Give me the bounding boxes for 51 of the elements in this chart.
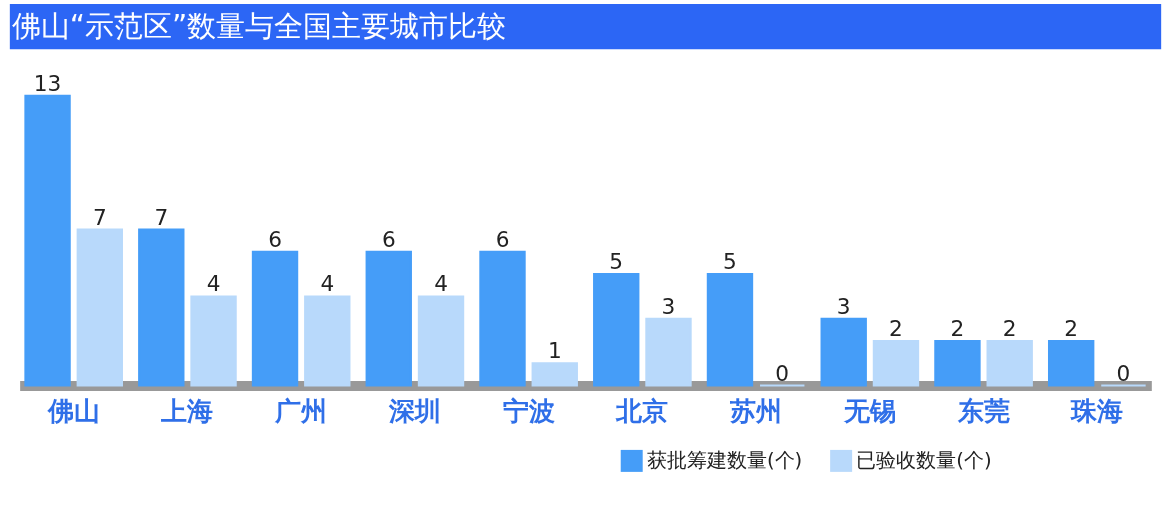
data-label: 4 xyxy=(206,271,221,297)
data-label: 1 xyxy=(547,338,562,364)
data-label: 4 xyxy=(320,271,335,297)
bar xyxy=(304,295,351,387)
bar xyxy=(76,228,124,387)
bar xyxy=(251,250,299,387)
data-label: 5 xyxy=(723,249,737,275)
x-tick-label: 广州 xyxy=(274,396,328,427)
x-tick-label: 佛山 xyxy=(46,396,100,427)
x-tick-label: 珠海 xyxy=(1070,396,1124,427)
data-label: 7 xyxy=(154,204,169,230)
data-label: 13 xyxy=(33,70,62,96)
data-label: 7 xyxy=(92,204,107,230)
bar xyxy=(645,317,692,387)
data-label: 2 xyxy=(1064,316,1079,342)
data-label: 6 xyxy=(381,226,396,252)
bar xyxy=(706,273,754,387)
x-tick-label: 无锡 xyxy=(842,396,896,427)
bar xyxy=(820,317,867,387)
x-tick-label: 苏州 xyxy=(729,396,783,427)
data-label: 0 xyxy=(1116,360,1131,386)
data-label: 0 xyxy=(775,360,790,386)
data-label: 2 xyxy=(1002,316,1017,342)
bar xyxy=(1047,339,1095,387)
chart-title: 佛山“示范区”数量与全国主要城市比较 xyxy=(11,8,507,43)
bar xyxy=(190,295,237,387)
bar xyxy=(872,339,920,387)
bar xyxy=(138,228,185,387)
bar xyxy=(934,339,981,387)
bar xyxy=(417,295,465,387)
data-label: 5 xyxy=(609,249,624,275)
data-label: 3 xyxy=(661,293,676,319)
bar xyxy=(365,250,412,387)
bar xyxy=(593,273,640,387)
bar xyxy=(986,339,1033,387)
data-label: 2 xyxy=(950,316,965,342)
data-label: 2 xyxy=(889,316,903,342)
data-label: 6 xyxy=(495,226,510,252)
data-label: 3 xyxy=(836,293,851,319)
x-tick-label: 北京 xyxy=(615,396,669,427)
bar xyxy=(531,362,578,387)
x-tick-label: 东莞 xyxy=(956,396,1010,427)
bar xyxy=(479,250,526,387)
legend-label: 已验收数量(个) xyxy=(856,448,992,472)
x-tick-label: 深圳 xyxy=(387,396,441,427)
data-label: 6 xyxy=(268,226,282,252)
bar xyxy=(24,94,71,387)
legend-label: 获批筹建数量(个) xyxy=(646,448,803,472)
data-label: 4 xyxy=(434,271,448,297)
x-tick-label: 上海 xyxy=(160,396,214,427)
x-tick-label: 宁波 xyxy=(502,396,555,427)
